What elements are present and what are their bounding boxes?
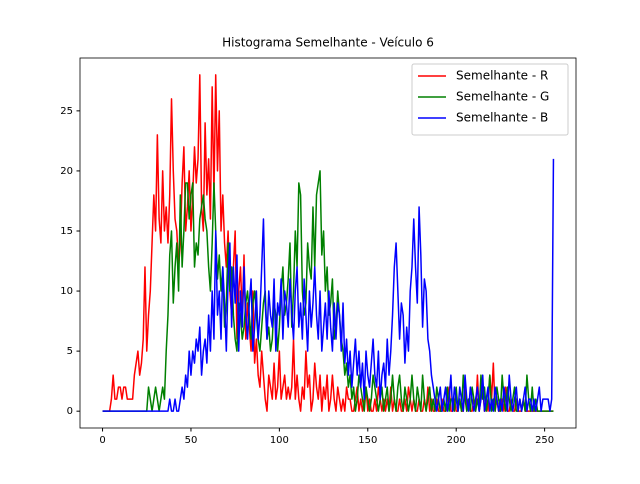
x-tick-label: 0 [99,435,105,446]
chart-title: Histograma Semelhante - Veículo 6 [222,36,434,50]
y-tick-label: 20 [60,166,73,177]
x-tick-label: 250 [535,435,554,446]
y-tick-label: 10 [60,286,73,297]
x-tick-label: 200 [447,435,466,446]
legend-label: Semelhante - R [456,69,548,83]
y-tick-label: 0 [67,406,73,417]
legend-label: Semelhante - G [456,90,549,104]
x-tick-label: 50 [185,435,198,446]
x-tick-label: 100 [270,435,289,446]
plot-frame [79,57,577,429]
legend-label: Semelhante - B [456,111,548,125]
series-line [102,158,555,412]
y-tick-label: 25 [60,106,73,117]
legend-box [411,63,569,136]
y-tick-label: 15 [60,226,73,237]
y-tick-label: 5 [67,346,73,357]
x-tick-label: 150 [358,435,377,446]
